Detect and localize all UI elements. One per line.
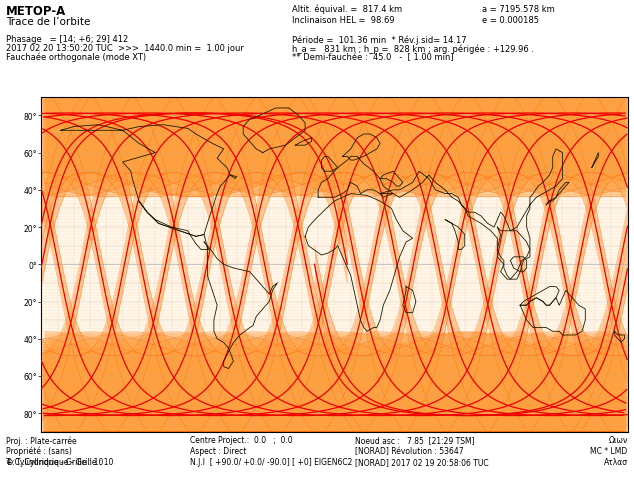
Text: Aspect : Direct: Aspect : Direct	[190, 446, 247, 455]
Text: Centre Project.:  0.0   ;  0.0: Centre Project.: 0.0 ; 0.0	[190, 435, 293, 444]
Text: Trace de l’orbite: Trace de l’orbite	[6, 17, 91, 27]
Text: Noeud asc :   7.85  [21:29 TSM]: Noeud asc : 7.85 [21:29 TSM]	[355, 435, 475, 444]
Text: T.:Cylindrique - Grille : 10: T.:Cylindrique - Grille : 10	[6, 457, 104, 466]
Text: Inclinaison HEL =  98.69: Inclinaison HEL = 98.69	[292, 16, 394, 24]
Text: Période =  101.36 min  * Rév.j.sid= 14.17: Période = 101.36 min * Rév.j.sid= 14.17	[292, 35, 466, 44]
Text: 2017 02 20 13:50:20 TUC  >>>  1440.0 min =  1.00 jour: 2017 02 20 13:50:20 TUC >>> 1440.0 min =…	[6, 44, 244, 53]
Text: Altit. équival. =  817.4 km: Altit. équival. = 817.4 km	[292, 5, 402, 14]
Text: e = 0.000185: e = 0.000185	[482, 16, 539, 24]
Text: h_a =   831 km ; h_p =  828 km ; arg. périgée : +129.96 .: h_a = 831 km ; h_p = 828 km ; arg. périg…	[292, 44, 534, 53]
Text: [NORAD] 2017 02 19 20:58:06 TUC: [NORAD] 2017 02 19 20:58:06 TUC	[355, 457, 489, 466]
Text: Propriété : (sans): Propriété : (sans)	[6, 446, 72, 455]
Text: a = 7195.578 km: a = 7195.578 km	[482, 5, 555, 14]
Text: Proj. : Plate-carrée: Proj. : Plate-carrée	[6, 435, 77, 445]
Text: Fauchaée orthogonale (mode XT): Fauchaée orthogonale (mode XT)	[6, 53, 146, 62]
Text: MC * LMD: MC * LMD	[590, 446, 628, 455]
Text: ⊕: ⊕	[5, 457, 13, 466]
Text: T.:Cylindrique - Grille : 10: T.:Cylindrique - Grille : 10	[16, 457, 113, 466]
Text: [NORAD] Révolution : 53647: [NORAD] Révolution : 53647	[355, 446, 463, 455]
Text: ** Demi-fauchée :  45.0   -  [ 1.00 min]: ** Demi-fauchée : 45.0 - [ 1.00 min]	[292, 53, 453, 61]
Text: N.J.I  [ +90.0/ +0.0/ -90.0] [ +0] EIGEN6C2: N.J.I [ +90.0/ +0.0/ -90.0] [ +0] EIGEN6…	[190, 457, 353, 466]
Text: Phasage   = [14; +6; 29] 412: Phasage = [14; +6; 29] 412	[6, 35, 129, 44]
Text: Ωιων: Ωιων	[609, 435, 628, 444]
Text: METOP-A: METOP-A	[6, 5, 67, 18]
Text: Aτλασ: Aτλασ	[604, 457, 628, 466]
